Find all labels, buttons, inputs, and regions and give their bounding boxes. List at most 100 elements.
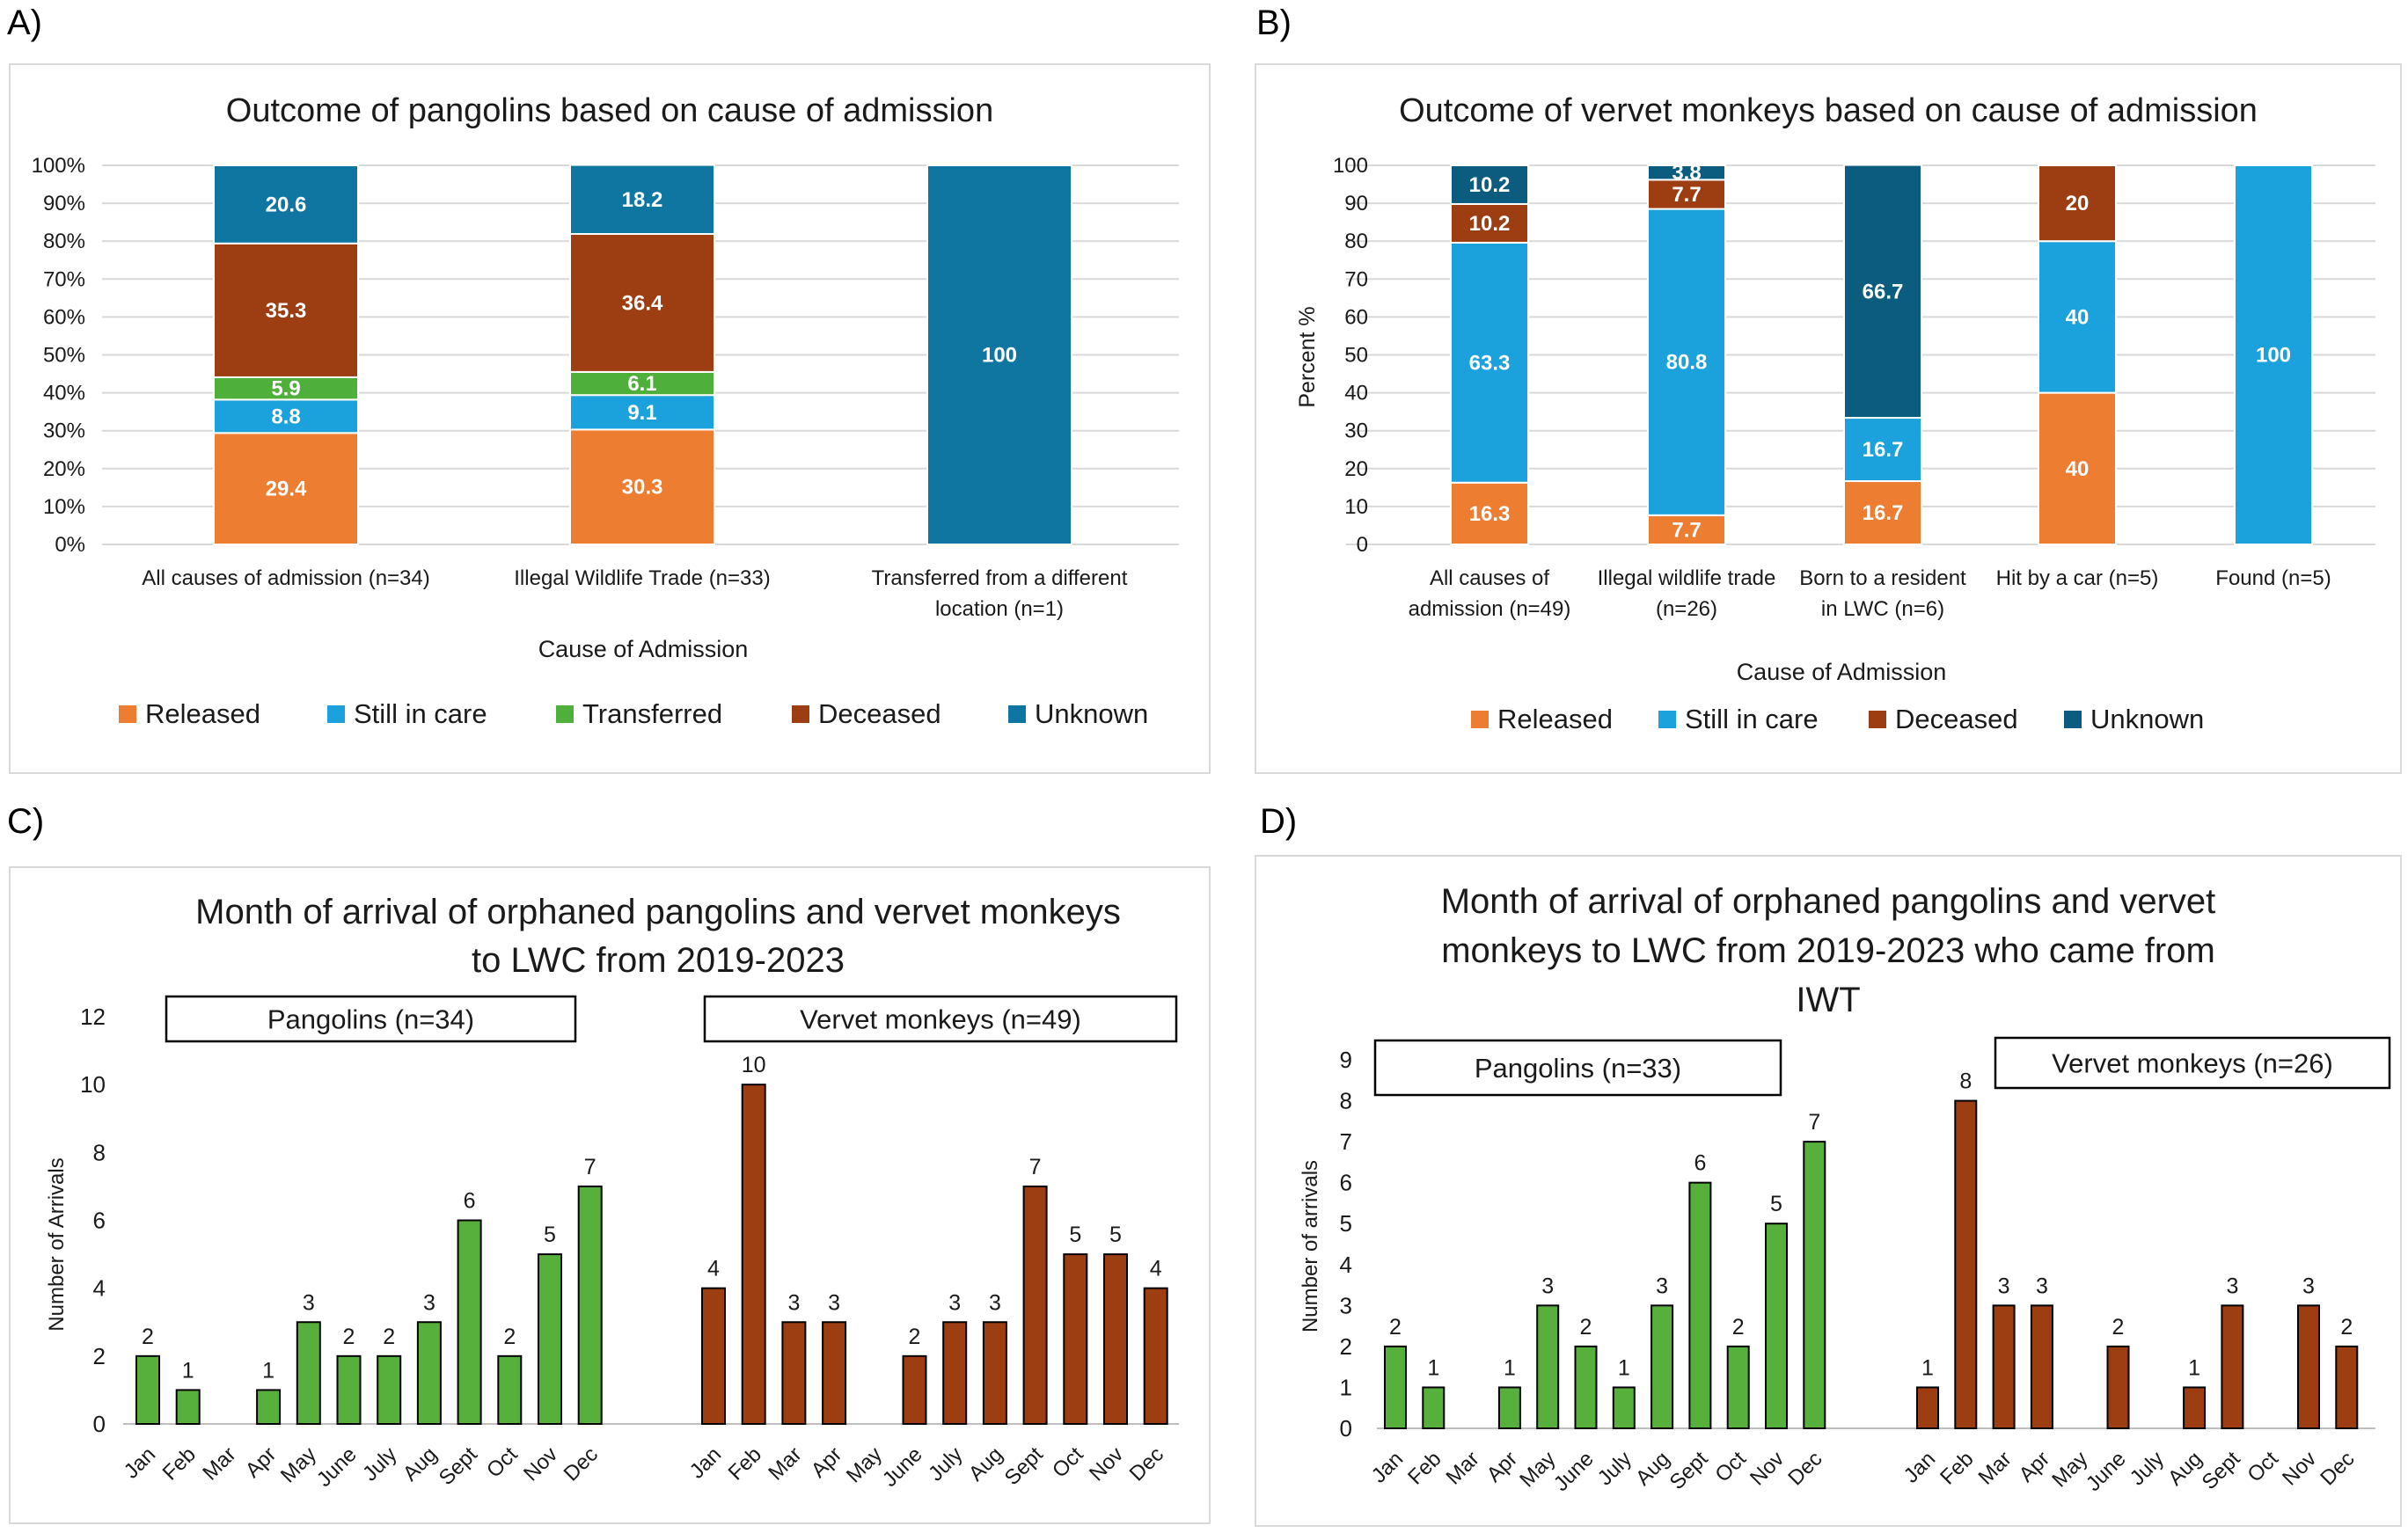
legend-swatch-a [327, 705, 345, 723]
month-bar-c [135, 1354, 160, 1426]
data-label-d: 7 [1808, 1110, 1820, 1135]
data-label-c: 2 [142, 1325, 154, 1349]
y-tick-label-c: 2 [93, 1343, 106, 1369]
month-label-d: Mar [1442, 1447, 1484, 1489]
data-label-a: 5.9 [271, 377, 300, 401]
legend-label-b: Unknown [2090, 704, 2204, 734]
month-label-c: June [878, 1442, 927, 1492]
data-label-a: 29.4 [266, 478, 307, 501]
y-axis-title-b: Percent % [1295, 306, 1320, 407]
legend-label-b: Deceased [1895, 704, 2018, 734]
legend-swatch-b [1658, 711, 1676, 728]
month-label-c: Dec [1125, 1442, 1168, 1486]
y-tick-label-a: 80% [43, 230, 85, 253]
data-label-d: 1 [1921, 1355, 1934, 1380]
y-tick-label-c: 6 [93, 1208, 106, 1234]
month-bar-d [1650, 1304, 1674, 1430]
legend-swatch-b [1869, 711, 1886, 728]
category-label-b: in LWC (n=6) [1821, 597, 1944, 621]
y-tick-label-b: 10 [1344, 495, 1368, 519]
month-label-d: Dec [2316, 1447, 2359, 1490]
y-tick-label-a: 20% [43, 457, 85, 481]
y-tick-label-d: 6 [1340, 1170, 1352, 1196]
x-axis-title-b: Cause of Admission [1737, 659, 1947, 685]
month-label-d: July [1593, 1447, 1636, 1490]
month-label-c: June [312, 1442, 362, 1492]
month-bar-c [982, 1321, 1007, 1425]
month-label-c: Aug [964, 1442, 1007, 1486]
month-label-c: Nov [519, 1442, 562, 1486]
month-bar-d [1916, 1386, 1939, 1430]
data-label-d: 3 [2302, 1274, 2315, 1298]
y-tick-label-d: 5 [1340, 1210, 1352, 1237]
month-label-d: Sept [2198, 1447, 2245, 1494]
month-bar-c [416, 1321, 442, 1425]
category-label-a: location (n=1) [935, 597, 1064, 621]
month-label-c: May [842, 1442, 887, 1487]
bar-segment-b [1647, 164, 1726, 181]
category-label-b: Illegal wildlife trade [1598, 566, 1776, 590]
month-label-c: Jan [120, 1442, 160, 1483]
month-label-c: Mar [764, 1442, 806, 1485]
legend-swatch-a [556, 705, 574, 723]
legend-label-a: Deceased [818, 698, 941, 729]
legend-swatch-a [119, 705, 136, 723]
month-bar-d [2183, 1386, 2207, 1430]
data-label-c: 2 [503, 1325, 516, 1349]
month-bar-d [1612, 1386, 1636, 1430]
month-bar-c [781, 1321, 807, 1425]
data-label-a: 100 [982, 344, 1017, 368]
month-bar-d [1422, 1386, 1446, 1430]
data-label-c: 5 [1069, 1223, 1081, 1247]
month-bar-c [1063, 1253, 1088, 1426]
data-label-a: 20.6 [266, 193, 307, 216]
data-label-c: 3 [423, 1290, 435, 1315]
bar-segment-b [1450, 241, 1529, 484]
data-label-b: 10.2 [1469, 173, 1511, 197]
month-label-d: Dec [1783, 1447, 1826, 1490]
month-label-d: Oct [1710, 1447, 1751, 1487]
y-tick-label-d: 1 [1340, 1374, 1352, 1400]
data-label-d: 3 [2226, 1274, 2238, 1298]
chart-title-d: monkeys to LWC from 2019-2023 who came f… [1441, 931, 2215, 970]
y-tick-label-d: 3 [1340, 1292, 1352, 1318]
data-label-d: 1 [1427, 1355, 1439, 1380]
month-bar-d [2335, 1345, 2359, 1430]
data-label-b: 63.3 [1469, 351, 1511, 375]
data-label-a: 8.8 [271, 405, 300, 428]
month-label-c: Feb [724, 1442, 766, 1485]
month-bar-d [1384, 1345, 1407, 1430]
bar-segment-b [1843, 480, 1922, 546]
month-label-c: Oct [1048, 1442, 1088, 1483]
month-bar-d [1536, 1304, 1560, 1430]
data-label-b: 20 [2066, 192, 2090, 215]
data-label-c: 5 [544, 1223, 556, 1247]
month-label-c: July [358, 1442, 401, 1486]
month-label-c: Feb [158, 1442, 201, 1485]
month-label-c: Dec [560, 1442, 603, 1486]
y-tick-label-b: 50 [1344, 344, 1368, 368]
month-label-c: Sept [1000, 1442, 1048, 1490]
month-bar-d [1688, 1181, 1712, 1429]
bar-segment-a [213, 376, 359, 401]
data-label-d: 2 [2112, 1315, 2125, 1340]
month-bar-c [538, 1253, 562, 1426]
data-label-c: 3 [948, 1290, 961, 1315]
chart-panel-b [1255, 63, 2402, 774]
month-bar-c [902, 1354, 927, 1426]
month-label-d: Aug [2163, 1447, 2207, 1490]
data-label-c: 4 [1150, 1257, 1162, 1281]
panel-label-d: D) [1260, 802, 1298, 841]
legend-label-b: Released [1497, 704, 1613, 734]
data-label-d: 1 [1504, 1355, 1516, 1380]
month-bar-c [336, 1354, 362, 1426]
data-label-b: 40 [2066, 457, 2090, 481]
month-bar-c [175, 1389, 201, 1425]
month-bar-c [1103, 1253, 1128, 1426]
data-label-d: 1 [1618, 1355, 1630, 1380]
category-label-b: All causes of [1430, 566, 1549, 590]
data-label-d: 2 [1389, 1315, 1402, 1340]
month-bar-d [1765, 1223, 1788, 1429]
month-label-d: Aug [1631, 1447, 1674, 1490]
